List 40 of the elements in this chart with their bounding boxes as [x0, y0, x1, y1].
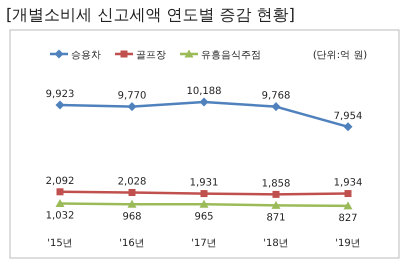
data-label: 9,768 — [262, 90, 290, 102]
data-label: 871 — [266, 212, 286, 224]
data-label: 1,858 — [262, 178, 290, 190]
point — [272, 190, 280, 198]
point — [56, 100, 64, 110]
data-label: 2,028 — [118, 176, 146, 188]
point — [272, 102, 280, 112]
point — [128, 189, 136, 196]
chart-title: [개별소비세 신고세액 연도별 증감 현황] — [6, 5, 295, 24]
data-label: 1,032 — [46, 210, 74, 222]
point — [344, 122, 352, 132]
x-tick-label: '16년 — [119, 238, 145, 249]
point — [272, 200, 280, 209]
legend-label: 승용차 — [71, 50, 101, 61]
point — [128, 102, 136, 112]
point — [128, 200, 136, 208]
data-label: 9,923 — [46, 88, 74, 100]
data-label: 968 — [122, 211, 142, 222]
x-tick-label: '15년 — [47, 238, 73, 249]
data-label: 7,954 — [334, 110, 362, 122]
point — [200, 98, 208, 106]
text: (단위:억 원) — [312, 50, 368, 61]
x-tick-label: '18년 — [263, 238, 289, 249]
point — [344, 190, 352, 198]
legend-label: 유흥음식주점 — [201, 50, 261, 61]
point — [56, 199, 64, 208]
x-tick-label: '17년 — [191, 238, 217, 249]
data-label: 1,931 — [190, 178, 218, 189]
data-label: 1,934 — [334, 178, 362, 189]
point — [56, 188, 64, 196]
data-label: 9,770 — [118, 90, 146, 102]
point — [200, 200, 208, 208]
data-label: 10,188 — [186, 86, 222, 97]
point — [344, 201, 352, 210]
point — [200, 190, 208, 198]
data-label: 827 — [338, 212, 358, 224]
legend-label: 골프장 — [136, 50, 166, 61]
data-label: 965 — [194, 211, 214, 222]
x-tick-label: '19년 — [335, 238, 361, 249]
data-label: 2,092 — [46, 176, 74, 187]
